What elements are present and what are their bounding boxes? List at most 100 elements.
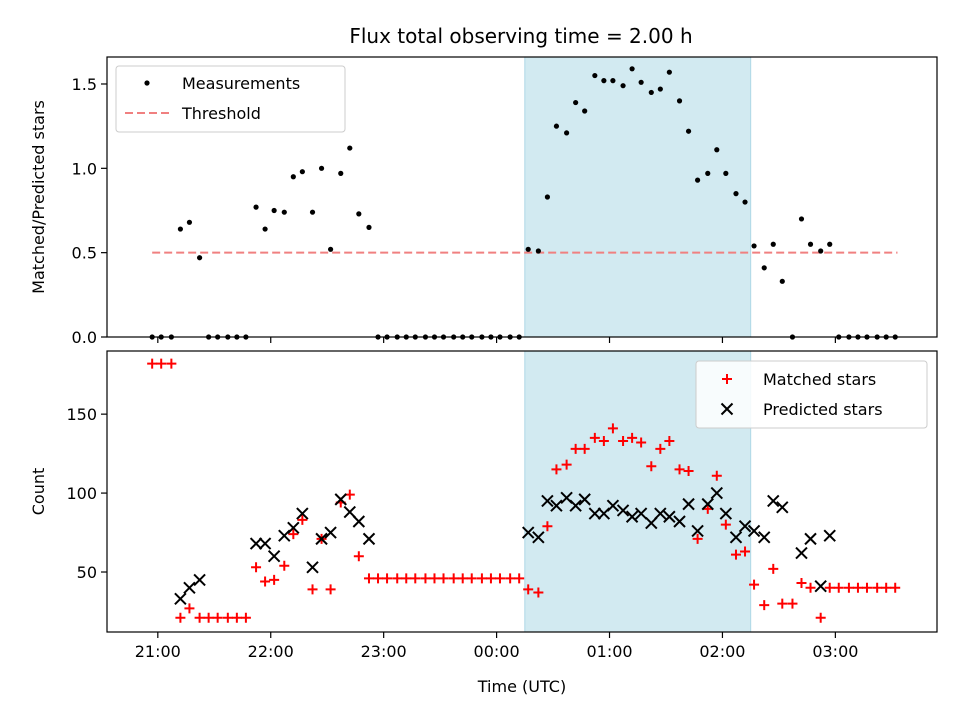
matched-star-marker [843, 582, 854, 593]
matched-star-marker [175, 612, 186, 623]
matched-star-marker [485, 573, 496, 584]
measurement-point [356, 211, 362, 217]
measurement-point [685, 128, 692, 134]
measurement-point [253, 204, 259, 210]
predicted-star-marker [343, 505, 356, 519]
predicted-star-marker [767, 494, 780, 508]
matched-star-marker [476, 573, 487, 584]
measurement-point [553, 123, 560, 129]
predicted-star-marker [606, 499, 620, 512]
matched-star-marker [231, 612, 242, 623]
y-tick-label: 150 [66, 405, 97, 424]
predicted-star-marker [362, 532, 376, 546]
matched-star-marker [598, 435, 609, 446]
measurement-point [733, 191, 739, 197]
predicted-star-marker [663, 510, 676, 523]
x-tick-label: 03:00 [812, 642, 858, 661]
legend-matched-marker [722, 374, 732, 384]
matched-star-marker [523, 584, 534, 595]
matched-star-marker [166, 358, 177, 369]
measurement-point [818, 248, 824, 254]
legend: Matched stars Predicted stars [695, 360, 928, 429]
predicted-star-marker [569, 499, 582, 512]
matched-star-marker [533, 587, 544, 598]
matched-star-marker [194, 612, 205, 623]
matched-star-marker [749, 579, 760, 590]
predicted-star-marker [588, 507, 602, 520]
measurement-point [271, 207, 277, 214]
predicted-star-marker [719, 507, 733, 520]
matched-star-marker [711, 470, 722, 481]
predicted-star-marker [324, 526, 337, 539]
predicted-star-marker [522, 526, 535, 539]
measurement-point [338, 170, 344, 176]
measurement-point [694, 177, 701, 183]
y-tick-label: 0.0 [72, 328, 97, 347]
matched-star-marker [664, 435, 675, 446]
measurement-point [582, 108, 588, 114]
matched-star-marker [494, 573, 505, 584]
matched-star-marker [740, 546, 751, 557]
measurement-point [761, 265, 767, 271]
top-panel: 0.0 0.5 1.0 1.5 Matched/Predicted stars Measu… [29, 56, 938, 347]
x-tick-label: 01:00 [586, 642, 632, 661]
predicted-star-marker [267, 550, 281, 563]
measurement-point [629, 66, 635, 72]
matched-star-marker [674, 464, 685, 475]
matched-star-marker [768, 563, 779, 574]
measurement-point [573, 99, 579, 106]
bottom-panel: 50 100 150 21:00 22:00 23:00 00:00 01:00 02:00 03… [29, 350, 938, 696]
predicted-star-marker [710, 486, 724, 500]
matched-star-marker [787, 598, 798, 609]
x-tick-label: 21:00 [135, 642, 181, 661]
measurement-point [592, 72, 598, 79]
predicted-star-marker [729, 531, 743, 544]
measurement-point [779, 278, 785, 284]
legend-label: Threshold [181, 104, 261, 123]
x-axis-label: Time (UTC) [477, 677, 566, 696]
measurement-point [327, 246, 334, 252]
matched-star-marker [852, 582, 863, 593]
predicted-star-marker [193, 573, 206, 587]
measurement-point [648, 89, 654, 96]
matched-star-marker [655, 443, 666, 454]
matched-star-marker [438, 573, 449, 584]
legend-label: Predicted stars [763, 400, 883, 419]
measurement-point [827, 241, 833, 247]
matched-star-marker [777, 598, 788, 609]
measurement-point [714, 147, 720, 153]
y-tick-label: 1.5 [72, 75, 97, 94]
matched-star-marker [392, 573, 403, 584]
predicted-star-marker [823, 529, 836, 542]
measurement-point [723, 170, 729, 176]
matched-star-marker [646, 461, 657, 472]
matched-star-marker [297, 514, 308, 525]
matched-star-marker [579, 443, 590, 454]
predicted-star-marker [249, 537, 263, 550]
matched-star-marker [222, 612, 233, 623]
measurement-point [798, 216, 805, 222]
predicted-star-marker [795, 546, 808, 560]
matched-star-marker [466, 573, 477, 584]
predicted-star-marker [550, 499, 563, 512]
matched-star-marker [551, 464, 562, 475]
matched-star-marker [203, 612, 214, 623]
measurement-point [610, 78, 616, 84]
matched-star-marker [881, 582, 892, 593]
predicted-star-marker [296, 507, 309, 520]
matched-star-marker [401, 573, 412, 584]
matched-star-marker [618, 435, 629, 446]
measurement-point [177, 226, 184, 232]
matched-star-marker [627, 432, 638, 443]
matched-star-marker [542, 521, 553, 532]
plot-frame [106, 56, 938, 338]
matched-star-marker [730, 549, 741, 560]
matched-star-marker [692, 533, 703, 544]
predicted-star-marker [691, 524, 704, 538]
matched-star-marker [251, 562, 262, 573]
measurement-point [290, 174, 296, 180]
predicted-star-marker [682, 497, 695, 511]
matched-star-marker [505, 573, 516, 584]
measurement-point [299, 169, 305, 175]
